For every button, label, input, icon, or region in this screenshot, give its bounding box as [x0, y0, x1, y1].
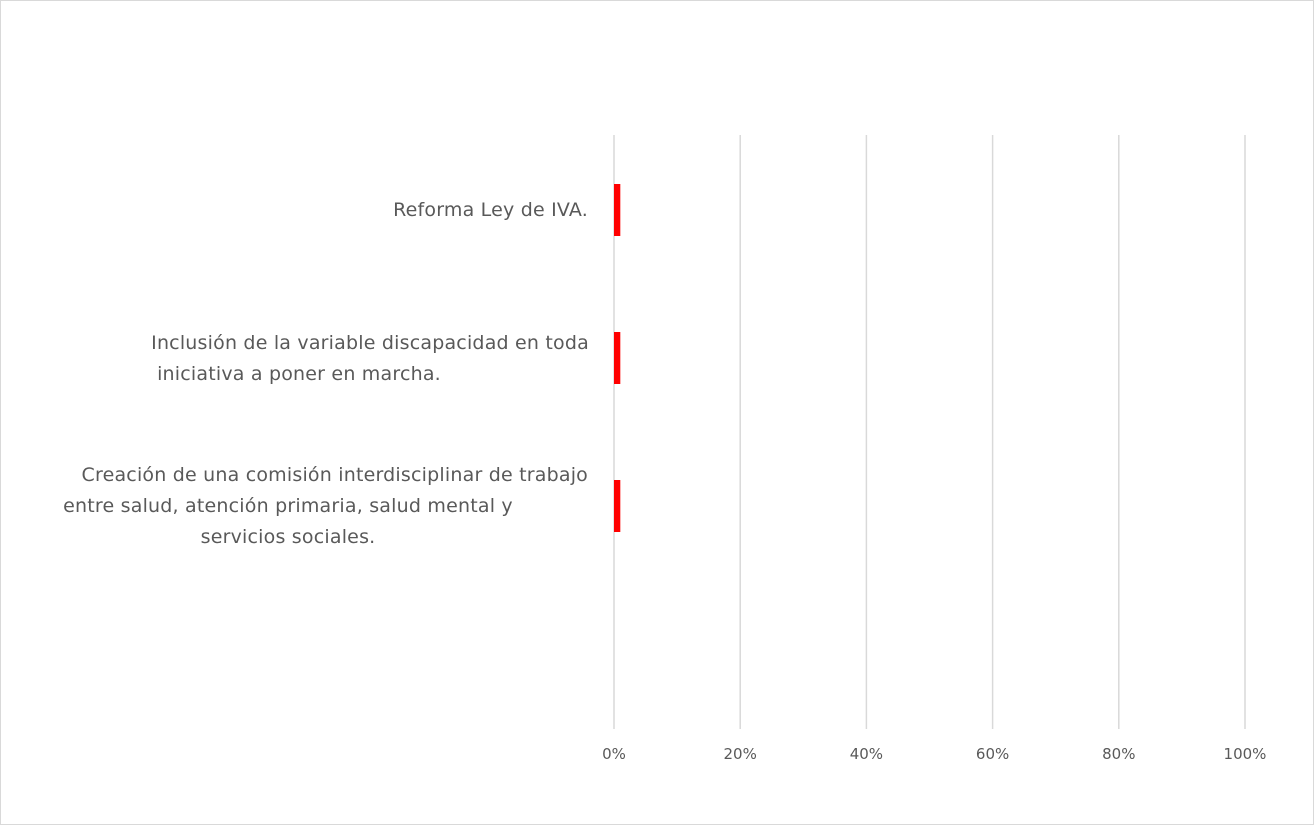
x-tick-label-3: 60%	[976, 745, 1009, 763]
bar-1	[614, 184, 621, 236]
x-tick-label-1: 20%	[724, 745, 757, 763]
category-label-3-line-2: entre salud, atención primaria, salud me…	[63, 495, 513, 517]
category-label-1: Reforma Ley de IVA.	[8, 195, 588, 226]
category-label-3-line-3: servicios sociales.	[200, 526, 376, 548]
category-label-3-line-1: Creación de una comisión interdisciplina…	[81, 464, 588, 486]
bar-2	[614, 332, 621, 384]
category-label-3: Creación de una comisión interdisciplina…	[0, 460, 588, 553]
x-tick-label-4: 80%	[1102, 745, 1135, 763]
category-label-1-line-1: Reforma Ley de IVA.	[393, 199, 588, 221]
category-label-2: Inclusión de la variable discapacidad en…	[9, 328, 589, 390]
category-label-2-line-1: Inclusión de la variable discapacidad en…	[151, 332, 589, 354]
category-label-2-line-2: iniciativa a poner en marcha.	[157, 363, 441, 385]
x-tick-label-5: 100%	[1224, 745, 1267, 763]
bar-3	[614, 480, 621, 532]
x-tick-label-2: 40%	[850, 745, 883, 763]
x-tick-label-0: 0%	[602, 745, 626, 763]
